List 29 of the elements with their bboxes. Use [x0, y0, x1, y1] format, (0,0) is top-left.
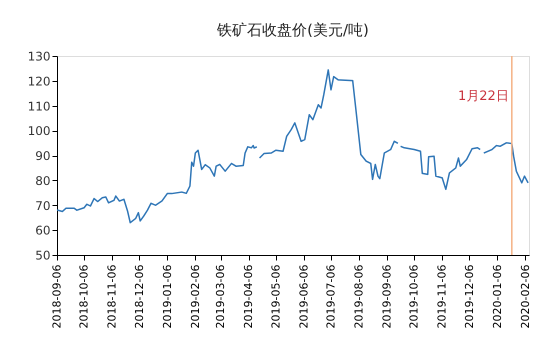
x-tick-label: 2019-07-06 [324, 264, 338, 328]
x-tick-label: 2019-01-06 [160, 264, 174, 328]
y-tick-label: 60 [35, 224, 50, 238]
x-tick-label: 2019-08-06 [352, 264, 366, 328]
y-tick-label: 100 [28, 124, 50, 138]
chart-title: 铁矿石收盘价(美元/吨) [216, 21, 369, 39]
y-tick-label: 70 [35, 198, 50, 213]
x-tick-label: 2019-12-06 [462, 264, 476, 328]
y-tick-label: 120 [28, 74, 50, 88]
y-tick-label: 50 [35, 248, 50, 262]
y-tick-label: 110 [28, 99, 50, 114]
y-tick-label: 130 [28, 50, 50, 64]
x-tick-label: 2019-02-06 [188, 264, 202, 328]
x-tick-label: 2019-05-06 [269, 264, 282, 328]
x-tick-label: 2019-04-06 [242, 264, 256, 328]
y-tick-label: 80 [35, 174, 50, 188]
x-tick-label: 2018-12-06 [132, 264, 146, 328]
x-tick-label: 2020-02-06 [518, 264, 532, 328]
x-tick-label: 2018-11-06 [106, 264, 119, 328]
x-tick-label: 2019-11-06 [436, 264, 449, 328]
x-tick-label: 2018-09-06 [50, 264, 64, 328]
y-tick-label: 90 [35, 149, 50, 163]
x-tick-label: 2020-01-06 [490, 264, 504, 328]
x-tick-label: 2019-03-06 [214, 264, 228, 328]
x-tick-label: 2019-06-06 [297, 264, 310, 328]
x-tick-label: 2019-10-06 [408, 264, 421, 328]
x-tick-label: 2018-10-06 [78, 264, 91, 328]
x-tick-label: 2019-09-06 [380, 264, 394, 328]
ref-line-label: 1月22日 [458, 89, 509, 104]
